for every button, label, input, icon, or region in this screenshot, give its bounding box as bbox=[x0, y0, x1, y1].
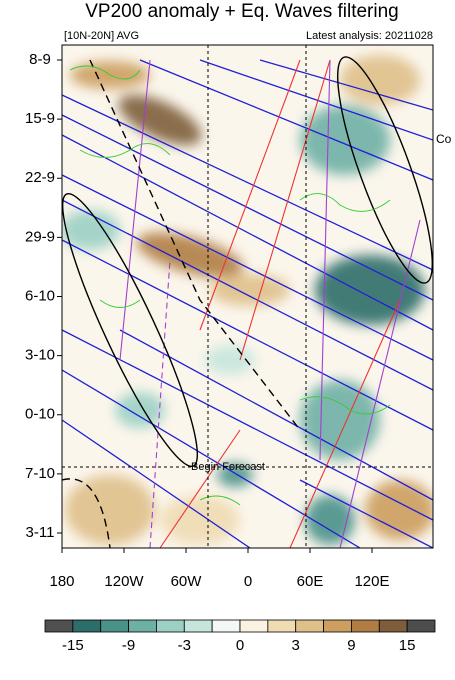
colorbar-box bbox=[156, 619, 185, 633]
colorbar-box bbox=[267, 619, 297, 633]
colorbar-label: 9 bbox=[347, 637, 355, 654]
x-tick-label: 60E bbox=[297, 573, 324, 590]
colorbar-box bbox=[378, 619, 408, 633]
colorbar-label: 15 bbox=[399, 637, 416, 654]
colorbar-label: 0 bbox=[236, 637, 244, 654]
x-tick-label: 120W bbox=[104, 573, 144, 590]
y-tick-label: 6-10 bbox=[25, 287, 55, 304]
y-tick-label: 3-10 bbox=[25, 347, 55, 364]
chart-title: VP200 anomaly + Eq. Waves filtering bbox=[85, 1, 398, 22]
y-tick-label: 7-10 bbox=[25, 465, 55, 482]
subtitle-right: Latest analysis: 20211028 bbox=[306, 30, 433, 42]
plot-field bbox=[62, 45, 433, 548]
x-tick-label: 0 bbox=[244, 573, 252, 590]
colorbar-box bbox=[239, 619, 269, 633]
x-tick-label: 60W bbox=[171, 573, 203, 590]
colorbar-box bbox=[323, 619, 352, 633]
colorbar-box bbox=[406, 619, 436, 633]
colorbar-label: -3 bbox=[178, 637, 191, 654]
colorbar-box bbox=[351, 619, 380, 633]
colorbar-box bbox=[128, 619, 157, 633]
colorbar-box bbox=[72, 619, 102, 633]
edge-label: Co bbox=[436, 132, 452, 146]
y-tick-label: 22-9 bbox=[25, 169, 55, 186]
x-tick-label: 180 bbox=[49, 573, 74, 590]
y-tick-label: 0-10 bbox=[25, 406, 55, 423]
colorbar-box bbox=[100, 619, 129, 633]
colorbar-box bbox=[183, 619, 213, 633]
colorbar-label: 3 bbox=[292, 637, 300, 654]
colorbar-box bbox=[295, 619, 324, 633]
y-tick-label: 29-9 bbox=[25, 228, 55, 245]
subtitle-left: [10N-20N] AVG bbox=[64, 30, 139, 42]
colorbar-box bbox=[211, 619, 241, 633]
y-tick-label: 8-9 bbox=[29, 51, 51, 68]
y-tick-label: 3-11 bbox=[26, 524, 55, 541]
y-tick-label: 15-9 bbox=[25, 110, 55, 127]
colorbar-label: -15 bbox=[62, 637, 84, 654]
colorbar-label: -9 bbox=[122, 637, 135, 654]
forecast-label: Begin Forecast bbox=[191, 461, 265, 473]
x-tick-label: 120E bbox=[354, 573, 389, 590]
colorbar-box bbox=[44, 619, 74, 633]
